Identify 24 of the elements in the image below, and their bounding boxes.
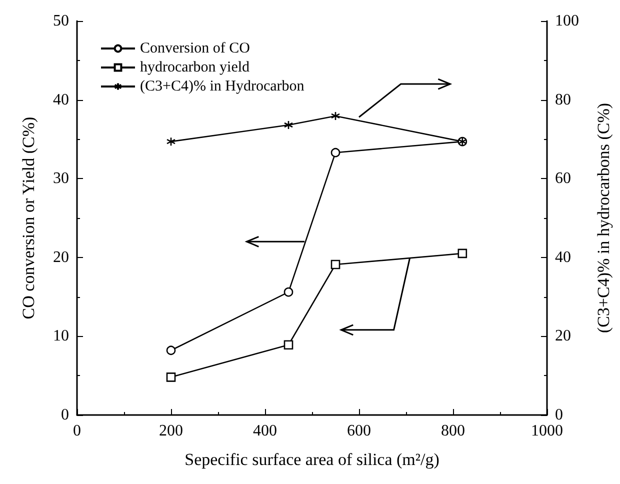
legend-label: hydrocarbon yield (140, 60, 250, 76)
y-tick-label: 10 (53, 328, 69, 345)
y2-tick-label: 0 (555, 406, 563, 424)
x-tick-label: 400 (253, 422, 277, 440)
y-tick-label: 50 (53, 12, 69, 30)
y-tick-label: 40 (53, 91, 69, 108)
y2-tick-label: 40 (555, 248, 571, 266)
y2-tick-label: 80 (555, 91, 571, 108)
x-axis-title: Sepecific surface area of silica (m²/g) (184, 450, 440, 469)
y-tick-label: 20 (53, 248, 69, 266)
x-tick-label: 200 (159, 422, 183, 440)
y2-tick-label: 100 (555, 12, 579, 30)
x-tick-label: 800 (441, 422, 465, 440)
y2-tick-label: 20 (555, 328, 571, 345)
y-tick-label: 0 (61, 406, 69, 424)
x-tick-label: 1000 (531, 422, 563, 440)
y2-axis-title: (C3+C4)% in hydrocarbons (C%) (594, 102, 613, 334)
x-tick-label: 0 (73, 422, 81, 440)
y2-tick-label: 60 (555, 170, 571, 188)
y-axis-title: CO conversion or Yield (C%) (19, 116, 38, 320)
y-tick-label: 30 (53, 170, 69, 188)
legend-label: (C3+C4)% in Hydrocarbon (140, 78, 305, 94)
x-tick-label: 600 (347, 422, 371, 440)
legend-label: Conversion of CO (140, 40, 250, 56)
